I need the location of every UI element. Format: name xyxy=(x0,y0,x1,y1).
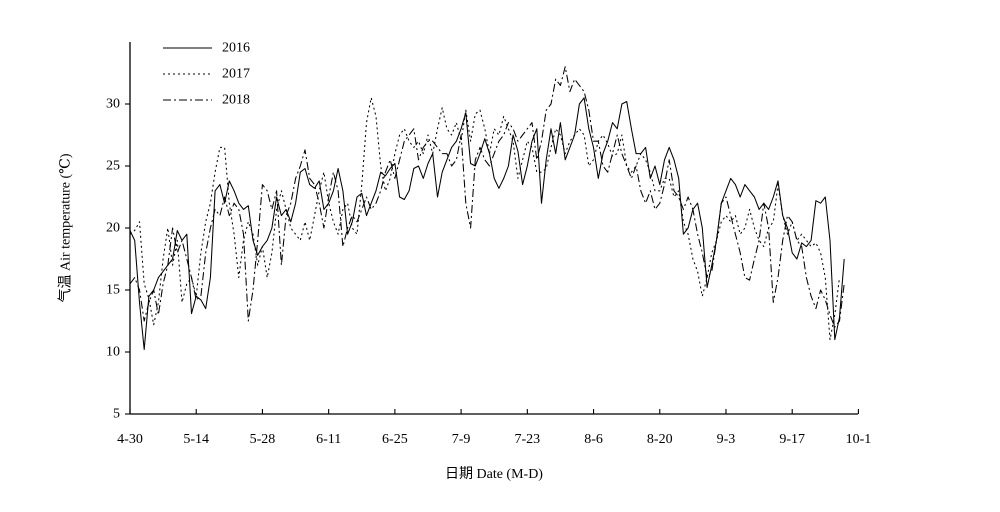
x-axis-label: 日期 Date (M-D) xyxy=(445,466,543,482)
series-line-2018 xyxy=(129,66,845,328)
y-tick-label: 10 xyxy=(106,345,120,360)
x-tick-label: 10-1 xyxy=(846,432,872,447)
legend: 2016 2017 2018 xyxy=(163,41,250,108)
y-tick-label: 15 xyxy=(106,283,120,298)
x-tick-label: 8-6 xyxy=(584,432,603,447)
x-tick-label: 9-17 xyxy=(779,432,805,447)
x-tick-label: 4-30 xyxy=(117,432,143,447)
plot-area xyxy=(129,66,845,351)
x-tick-label: 6-25 xyxy=(382,432,408,447)
legend-label-2017: 2017 xyxy=(222,67,250,82)
x-tick-label: 5-14 xyxy=(183,432,209,447)
x-tick-label: 7-9 xyxy=(452,432,471,447)
y-ticks: 5 10 15 20 25 30 xyxy=(106,97,130,422)
series-line-2016 xyxy=(129,97,845,351)
y-tick-label: 5 xyxy=(113,407,120,422)
legend-label-2016: 2016 xyxy=(222,41,250,56)
x-tick-label: 9-3 xyxy=(717,432,736,447)
y-tick-label: 25 xyxy=(106,159,120,174)
x-tick-label: 5-28 xyxy=(250,432,276,447)
y-axis-label: 气温 Air temperature (℃) xyxy=(58,153,74,302)
series-line-2017 xyxy=(129,97,841,341)
legend-label-2018: 2018 xyxy=(222,93,250,108)
y-tick-label: 30 xyxy=(106,97,120,112)
x-tick-label: 6-11 xyxy=(316,432,341,447)
x-tick-label: 7-23 xyxy=(514,432,540,447)
x-tick-label: 8-20 xyxy=(647,432,673,447)
y-tick-label: 20 xyxy=(106,221,120,236)
x-ticks: 4-30 5-14 5-28 6-11 6-25 7-9 7-23 8-6 8-20 9-3 9-1… xyxy=(117,409,871,447)
